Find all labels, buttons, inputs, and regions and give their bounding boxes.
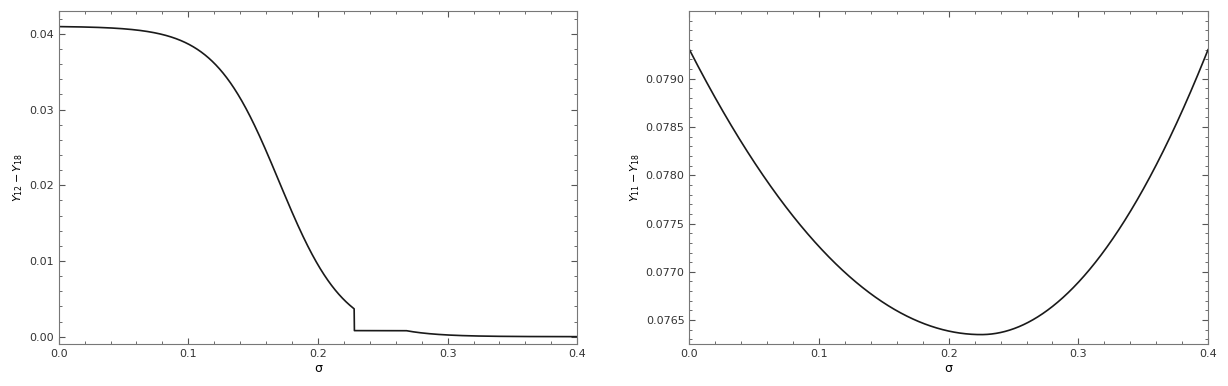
Y-axis label: $Y_{11}-Y_{18}$: $Y_{11}-Y_{18}$ (628, 153, 641, 202)
Y-axis label: $Y_{12}-Y_{18}$: $Y_{12}-Y_{18}$ (11, 153, 25, 202)
X-axis label: σ: σ (944, 362, 953, 375)
X-axis label: σ: σ (314, 362, 322, 375)
